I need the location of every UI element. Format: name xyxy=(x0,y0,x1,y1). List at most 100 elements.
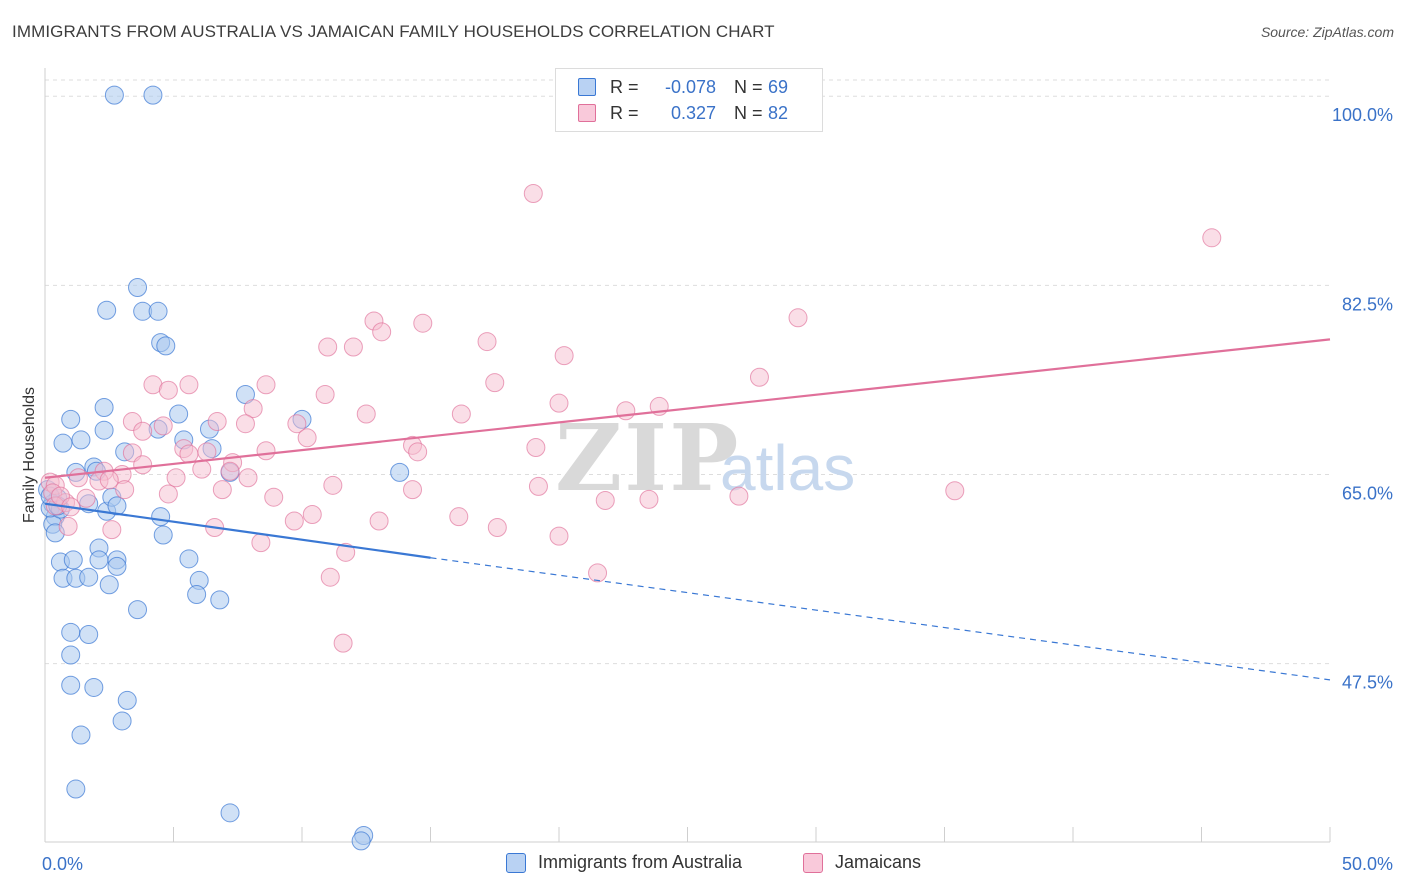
point-jamaicans xyxy=(58,516,78,536)
point-jamaicans xyxy=(68,468,88,488)
legend-item-australia[interactable]: Immigrants from Australia xyxy=(506,852,742,873)
y-tick-label: 47.5% xyxy=(1342,673,1393,693)
point-jamaicans xyxy=(729,486,749,506)
point-australia xyxy=(71,430,91,450)
point-jamaicans xyxy=(477,332,497,352)
legend-n-label: N = xyxy=(734,102,763,123)
y-tick-label: 100.0% xyxy=(1332,105,1393,125)
point-australia xyxy=(351,831,371,851)
point-australia xyxy=(61,645,81,665)
point-jamaicans xyxy=(639,489,659,509)
point-jamaicans xyxy=(372,322,392,342)
point-jamaicans xyxy=(166,468,186,488)
point-jamaicans xyxy=(207,412,227,432)
point-jamaicans xyxy=(133,421,153,441)
point-jamaicans xyxy=(212,480,232,500)
y-axis-label: Family Households xyxy=(21,386,38,524)
point-jamaicans xyxy=(616,401,636,421)
point-jamaicans xyxy=(115,480,135,500)
point-jamaicans xyxy=(302,505,322,525)
point-jamaicans xyxy=(153,416,173,436)
point-jamaicans xyxy=(588,563,608,583)
axes-layer xyxy=(44,68,1331,843)
series-legend: Immigrants from Australia Jamaicans xyxy=(0,852,1406,878)
point-jamaicans xyxy=(76,488,96,508)
point-australia xyxy=(89,550,109,570)
point-australia xyxy=(61,409,81,429)
legend-label-jamaicans: Jamaicans xyxy=(835,852,922,872)
point-australia xyxy=(71,725,91,745)
point-australia xyxy=(66,779,86,799)
legend-label-australia: Immigrants from Australia xyxy=(538,852,743,872)
source-label: Source: ZipAtlas.com xyxy=(1260,24,1394,40)
point-jamaicans xyxy=(235,414,255,434)
point-jamaicans xyxy=(356,404,376,424)
point-australia xyxy=(112,711,132,731)
point-australia xyxy=(220,803,240,823)
point-australia xyxy=(128,278,148,298)
point-australia xyxy=(128,600,148,620)
point-jamaicans xyxy=(945,481,965,501)
legend-swatch-blue xyxy=(578,78,596,96)
point-australia xyxy=(97,300,117,320)
point-jamaicans xyxy=(549,393,569,413)
grid-layer xyxy=(45,79,1330,665)
point-jamaicans xyxy=(99,470,119,490)
y-tick-label: 65.0% xyxy=(1342,484,1393,504)
legend-n-value: 69 xyxy=(768,76,789,97)
legend-r-label: R = xyxy=(610,102,639,123)
point-jamaicans xyxy=(528,476,548,496)
point-jamaicans xyxy=(1202,228,1222,248)
legend-row-jamaicans: R = 0.327 N = 82 xyxy=(556,100,808,126)
point-australia xyxy=(79,567,99,587)
point-australia xyxy=(156,336,176,356)
legend-item-jamaicans[interactable]: Jamaicans xyxy=(803,852,921,873)
point-jamaicans xyxy=(523,183,543,203)
point-jamaicans xyxy=(256,441,276,461)
point-australia xyxy=(210,590,230,610)
point-jamaicans xyxy=(336,542,356,562)
point-jamaicans xyxy=(333,633,353,653)
point-jamaicans xyxy=(220,461,240,481)
point-jamaicans xyxy=(413,313,433,333)
point-jamaicans xyxy=(408,442,428,462)
point-australia xyxy=(104,85,124,105)
point-australia xyxy=(61,675,81,695)
point-jamaicans xyxy=(451,404,471,424)
point-australia xyxy=(187,584,207,604)
point-australia xyxy=(151,507,171,527)
trend-jamaicans xyxy=(44,338,1331,479)
point-jamaicans xyxy=(197,442,217,462)
point-australia xyxy=(179,549,199,569)
x-tick-label: 0.0% xyxy=(42,854,83,874)
point-jamaicans xyxy=(179,375,199,395)
point-australia xyxy=(79,624,99,644)
chart-title: IMMIGRANTS FROM AUSTRALIA VS JAMAICAN FA… xyxy=(12,22,775,41)
point-australia xyxy=(94,397,114,417)
point-australia xyxy=(390,462,410,482)
point-australia xyxy=(169,404,189,424)
point-jamaicans xyxy=(526,437,546,457)
point-australia xyxy=(153,525,173,545)
trend-australia-dashed xyxy=(430,557,1331,681)
point-jamaicans xyxy=(264,487,284,507)
trend-australia-solid xyxy=(44,502,431,559)
legend-swatch-pink xyxy=(803,852,823,873)
legend-swatch-blue xyxy=(506,852,526,873)
point-australia xyxy=(94,420,114,440)
series-jamaicans xyxy=(40,183,1222,653)
point-jamaicans xyxy=(487,517,507,537)
legend-r-label: R = xyxy=(610,76,639,97)
legend-n-label: N = xyxy=(734,76,763,97)
point-australia xyxy=(148,301,168,321)
point-jamaicans xyxy=(369,511,389,531)
point-jamaicans xyxy=(287,414,307,434)
point-jamaicans xyxy=(318,337,338,357)
point-jamaicans xyxy=(256,375,276,395)
x-tick-label: 50.0% xyxy=(1342,854,1393,874)
point-jamaicans xyxy=(595,490,615,510)
point-jamaicans xyxy=(284,511,304,531)
legend-row-australia: R = -0.078 N = 69 xyxy=(556,74,808,100)
point-jamaicans xyxy=(102,520,122,540)
